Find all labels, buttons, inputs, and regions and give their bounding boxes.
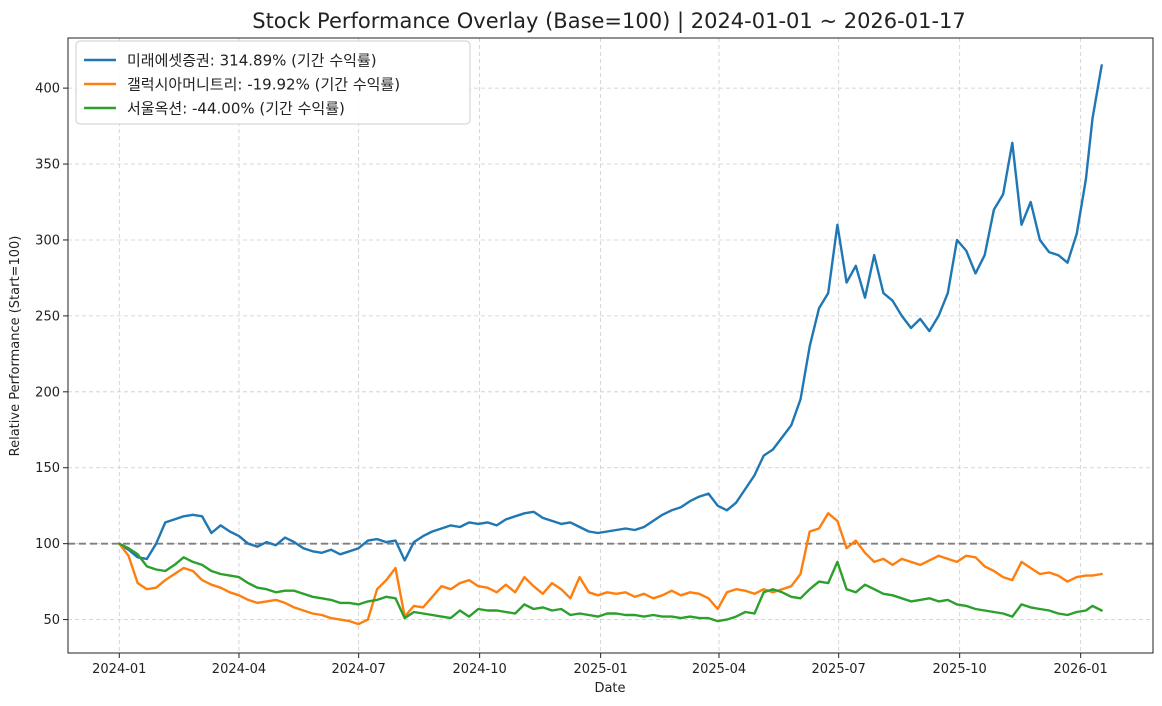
- legend-box: [75, 40, 471, 125]
- grid: [68, 38, 1153, 653]
- y-axis-ticks: 50 100 150 200 250 300 350 400: [35, 82, 68, 628]
- y-tick-label: 100: [35, 537, 60, 552]
- y-tick-label: 50: [43, 613, 60, 628]
- x-tick-label: 2025-10: [933, 662, 987, 677]
- legend-label-3: 서울옥션: -44.00% (기간 수익률): [127, 100, 345, 118]
- x-tick-label: 2026-01: [1054, 662, 1108, 677]
- chart-title: Stock Performance Overlay (Base=100) | 2…: [252, 9, 966, 34]
- y-tick-label: 400: [35, 82, 60, 97]
- x-tick-label: 2025-04: [692, 662, 746, 677]
- series-line-3: [118, 542, 1103, 623]
- x-tick-label: 2024-01: [92, 662, 146, 677]
- x-tick-label: 2025-01: [573, 662, 627, 677]
- y-tick-label: 250: [35, 309, 60, 324]
- series-lines: [118, 64, 1103, 626]
- y-tick-label: 150: [35, 461, 60, 476]
- y-tick-label: 350: [35, 158, 60, 173]
- x-tick-label: 2025-07: [812, 662, 866, 677]
- y-tick-label: 300: [35, 233, 60, 248]
- x-axis-ticks: 2024-01 2024-04 2024-07 2024-10 2025-01 2025-…: [92, 653, 1108, 677]
- series-line-2: [118, 512, 1103, 626]
- plot-area-frame: [67, 37, 1154, 654]
- series-line-1: [118, 64, 1103, 562]
- y-tick-label: 200: [35, 385, 60, 400]
- x-tick-label: 2024-04: [212, 662, 266, 677]
- x-tick-label: 2024-07: [331, 662, 385, 677]
- y-axis-label: Relative Performance (Start=100): [8, 236, 23, 457]
- legend-label-1: 미래에셋증권: 314.89% (기간 수익률): [127, 52, 377, 70]
- legend: 미래에셋증권: 314.89% (기간 수익률) 갤럭시아머니트리: -19.92…: [75, 40, 471, 125]
- x-axis-label: Date: [594, 681, 625, 696]
- legend-label-2: 갤럭시아머니트리: -19.92% (기간 수익률): [127, 76, 400, 94]
- x-tick-label: 2024-10: [452, 662, 506, 677]
